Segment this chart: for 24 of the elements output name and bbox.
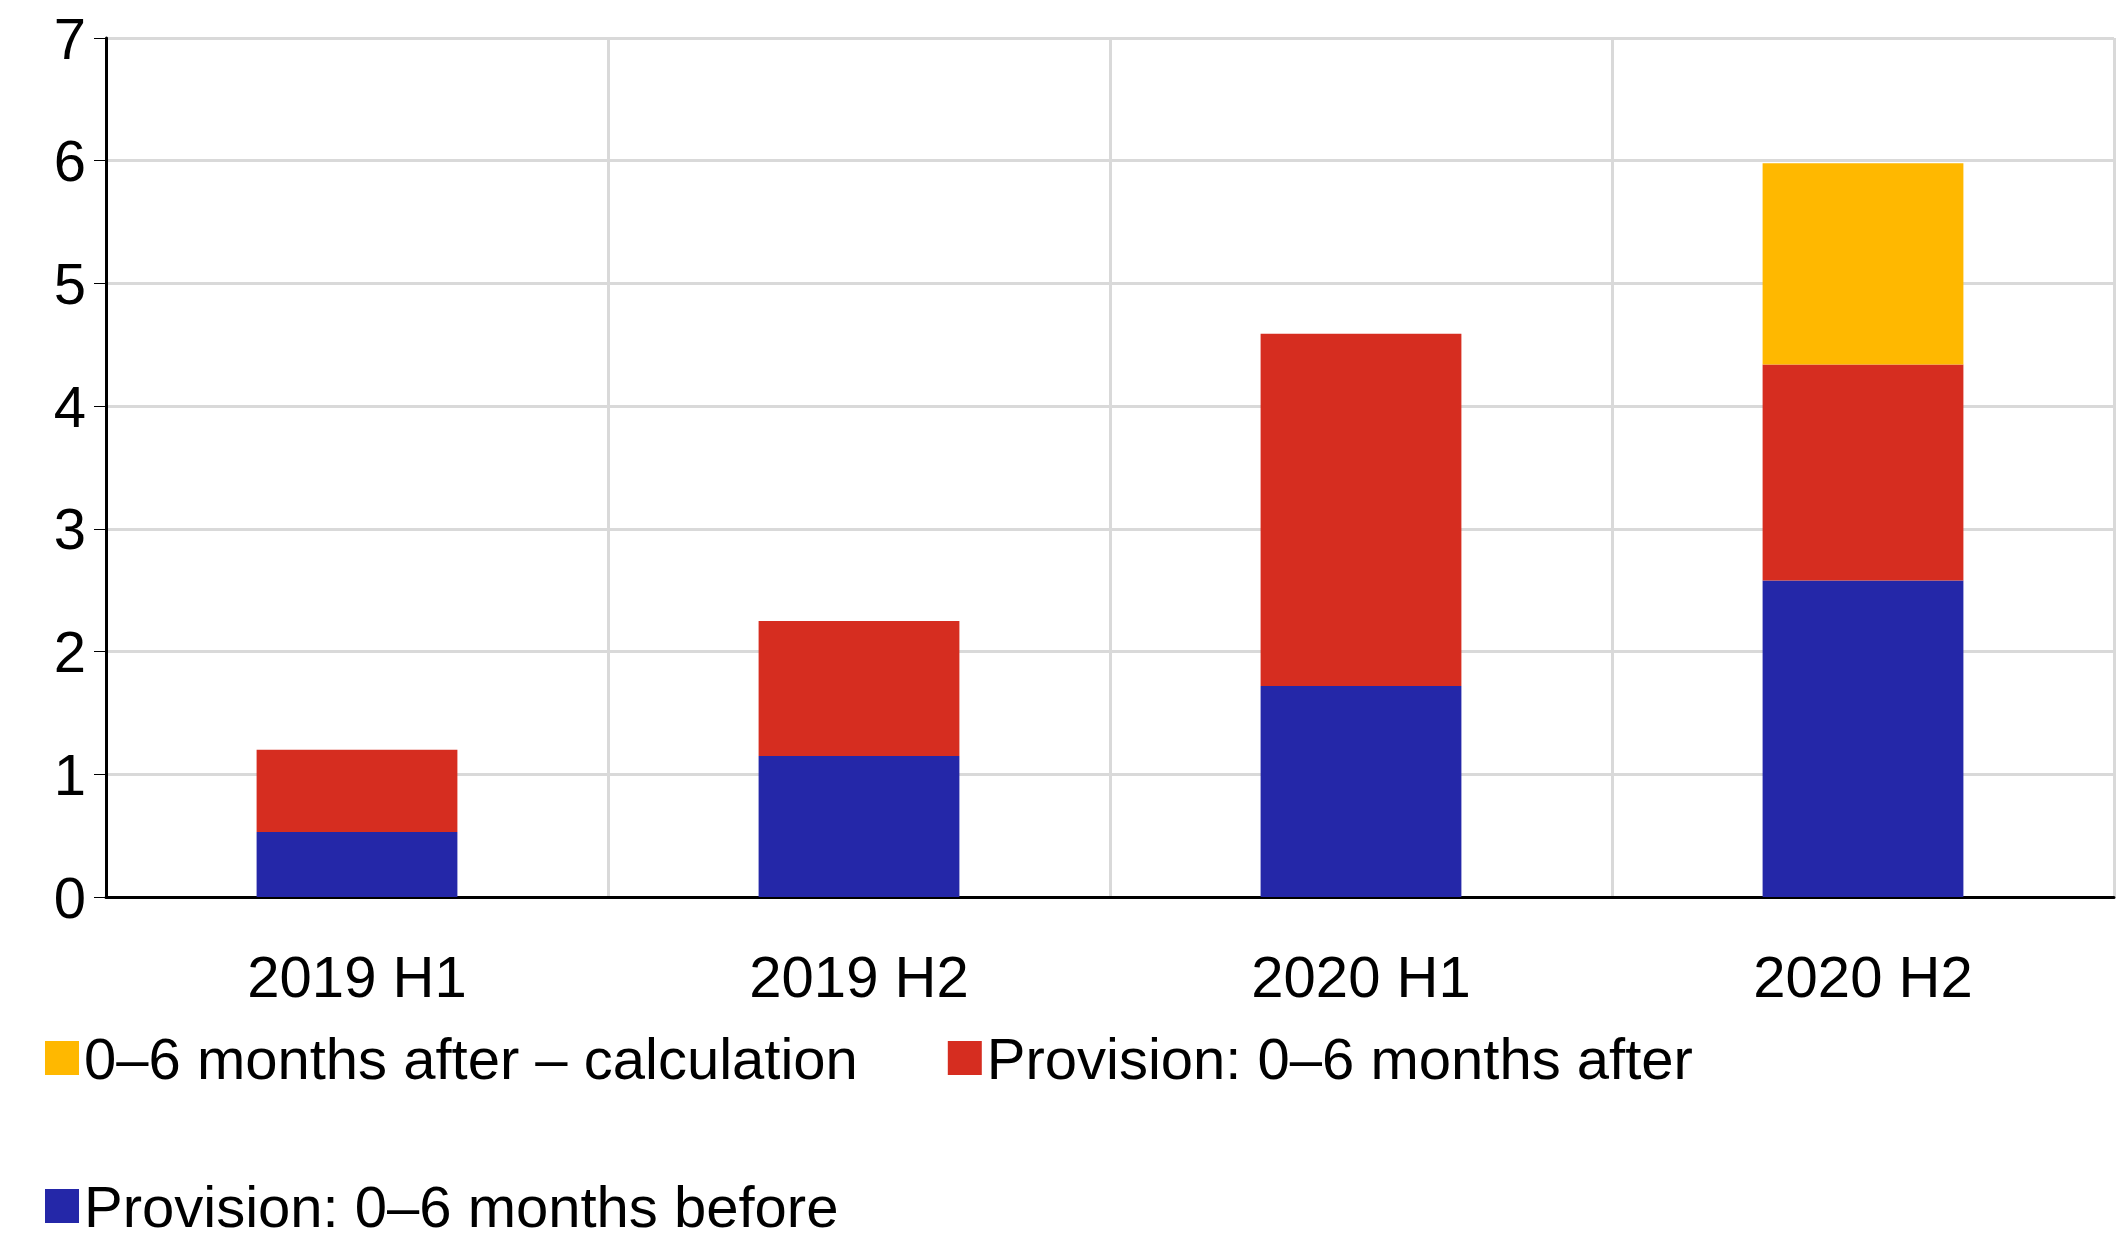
- y-tick-label: 1: [53, 741, 86, 807]
- bar: [1260, 685, 1462, 897]
- bar: [1762, 364, 1964, 581]
- x-tick-label: 2019 H2: [749, 943, 969, 1009]
- x-tick-label: 2020 H2: [1753, 943, 1973, 1009]
- bar: [758, 755, 960, 897]
- y-tick-label: 0: [53, 864, 86, 930]
- bar: [1260, 333, 1462, 686]
- bar: [1762, 580, 1964, 897]
- x-tick-label: 2020 H1: [1251, 943, 1471, 1009]
- x-tick-label: 2019 H1: [247, 943, 467, 1009]
- legend-label: Provision: 0–6 months before: [84, 1173, 839, 1239]
- bar: [256, 831, 458, 897]
- legend-label: Provision: 0–6 months after: [986, 1025, 1693, 1091]
- y-tick-label: 2: [53, 619, 86, 685]
- y-tick-label: 4: [53, 373, 86, 439]
- y-tick-label: 3: [53, 496, 86, 562]
- legend-label: 0–6 months after – calculation: [84, 1025, 858, 1091]
- y-tick-label: 7: [53, 5, 86, 71]
- bar: [758, 620, 960, 756]
- y-tick-label: 6: [53, 128, 86, 194]
- bar: [256, 749, 458, 832]
- bar: [1762, 163, 1964, 365]
- y-tick-label: 5: [53, 250, 86, 316]
